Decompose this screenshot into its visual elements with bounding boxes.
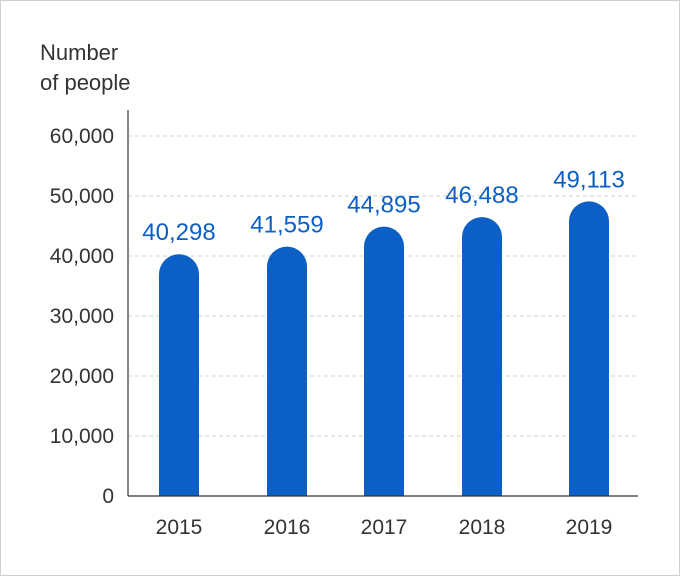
data-label-2019: 49,113 bbox=[553, 166, 625, 193]
data-label-2018: 46,488 bbox=[445, 182, 518, 209]
bar-2017 bbox=[364, 226, 404, 496]
x-tick-label-2018: 2018 bbox=[459, 516, 506, 539]
bar-2015 bbox=[159, 254, 199, 496]
y-tick-label: 50,000 bbox=[50, 185, 114, 208]
y-tick-label: 20,000 bbox=[50, 365, 114, 388]
bar-2016 bbox=[267, 246, 307, 496]
y-axis-title: Number of people bbox=[40, 38, 131, 98]
y-tick-label: 60,000 bbox=[50, 125, 114, 148]
y-axis-title-line-1: Number bbox=[40, 40, 119, 65]
y-axis-title-line-2: of people bbox=[40, 70, 131, 95]
x-tick-label-2016: 2016 bbox=[264, 516, 311, 539]
bar-2019 bbox=[569, 201, 609, 496]
y-tick-label: 30,000 bbox=[50, 305, 114, 328]
data-label-2016: 41,559 bbox=[250, 212, 323, 239]
x-tick-label-2017: 2017 bbox=[361, 516, 408, 539]
x-tick-label-2019: 2019 bbox=[566, 516, 613, 539]
bar-2018 bbox=[462, 217, 502, 496]
y-tick-label: 10,000 bbox=[50, 425, 114, 448]
data-label-2015: 40,298 bbox=[142, 219, 215, 246]
x-tick-label-2015: 2015 bbox=[156, 516, 203, 539]
y-tick-label: 0 bbox=[102, 485, 114, 508]
y-tick-label: 40,000 bbox=[50, 245, 114, 268]
data-label-2017: 44,895 bbox=[347, 192, 420, 219]
